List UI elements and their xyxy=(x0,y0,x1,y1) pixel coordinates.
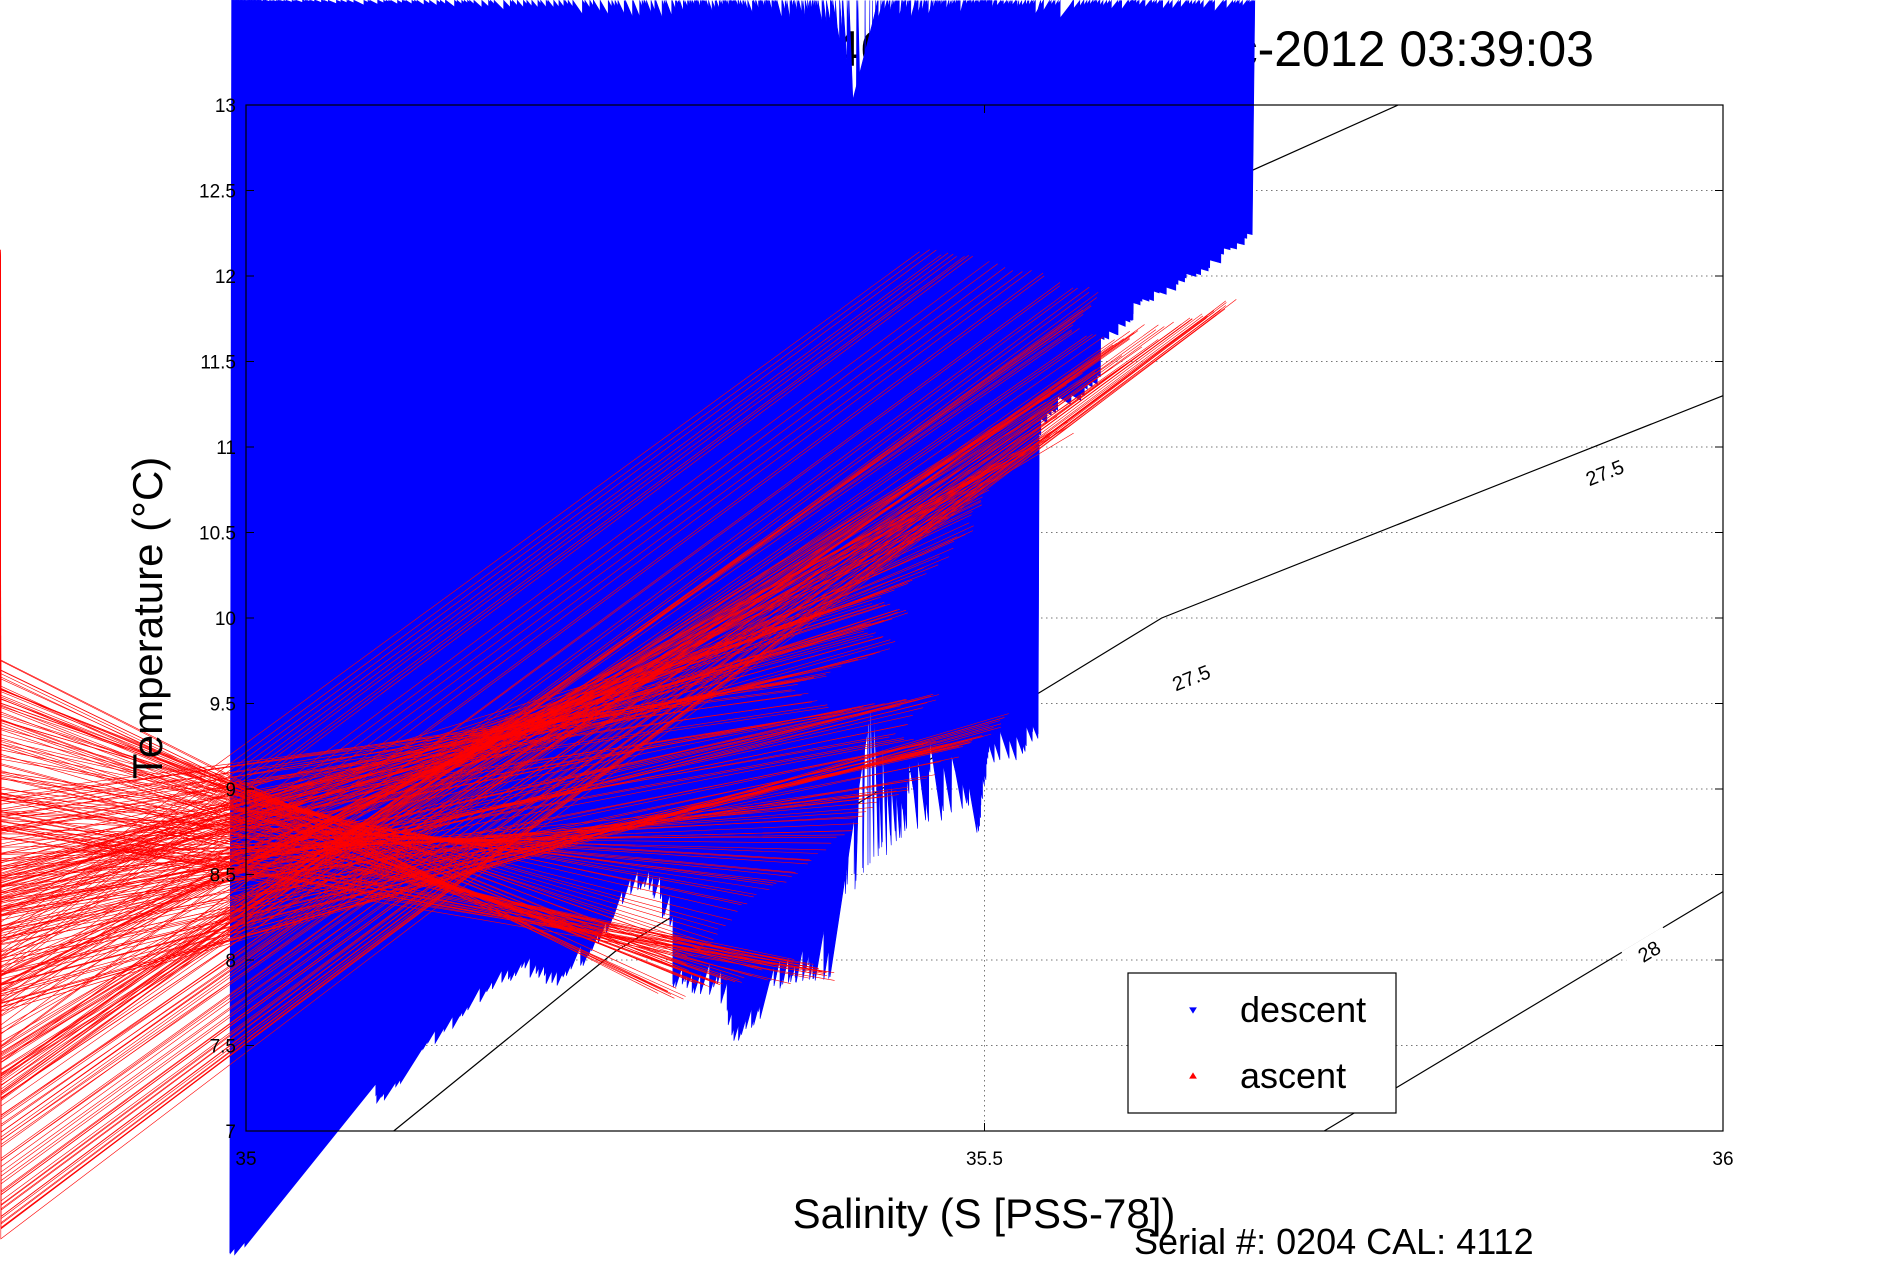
y-tick-label: 12.5 xyxy=(199,182,236,203)
data-point-ascent xyxy=(0,627,868,871)
data-point-ascent xyxy=(0,540,955,958)
data-point-ascent xyxy=(0,514,972,975)
contour-label-text: 27.5 xyxy=(1170,661,1214,696)
y-tick-label: 7.5 xyxy=(210,1037,236,1058)
legend-marker-ascent xyxy=(1189,1072,1197,1079)
data-point-ascent xyxy=(0,292,1099,1102)
data-point-ascent xyxy=(0,603,891,894)
data-point-ascent xyxy=(0,657,868,871)
y-tick-label: 9 xyxy=(225,780,236,801)
y-tick-label: 8 xyxy=(225,951,236,972)
data-point-ascent xyxy=(0,253,954,957)
data-point-ascent xyxy=(0,424,1071,1074)
data-point-ascent xyxy=(0,302,1227,1230)
data-point-ascent xyxy=(0,623,871,874)
series-ascent xyxy=(0,249,1237,1240)
contour-label: 27.5 xyxy=(1163,655,1218,696)
data-point-ascent xyxy=(0,275,1045,1048)
data-point-ascent xyxy=(0,249,937,940)
data-point-ascent xyxy=(0,299,1237,1240)
data-point-ascent xyxy=(0,308,1222,1225)
data-point-ascent xyxy=(0,255,973,977)
x-axis-label: Salinity (S [PSS-78]) xyxy=(793,1190,1176,1237)
contour-label: 28 xyxy=(1621,927,1675,973)
contour-label-text: 27.5 xyxy=(1583,456,1627,491)
data-point-ascent xyxy=(0,583,905,908)
data-point-ascent xyxy=(0,326,1179,1182)
data-point-ascent xyxy=(0,366,1113,1116)
data-point-ascent xyxy=(0,612,898,901)
y-tick-label: 11.5 xyxy=(200,353,236,374)
data-point-ascent xyxy=(0,313,1203,1206)
x-tick-label: 35.5 xyxy=(966,1149,1003,1170)
y-tick-label: 7 xyxy=(225,1122,236,1143)
x-tick-label: 36 xyxy=(1712,1149,1733,1170)
data-point-ascent xyxy=(0,252,949,952)
legend-label-descent: descent xyxy=(1240,989,1366,1030)
data-point-ascent xyxy=(0,254,970,973)
data-point-ascent xyxy=(0,589,889,892)
data-point-ascent xyxy=(0,618,893,896)
legend: descent ascent xyxy=(1127,972,1397,1114)
data-point-ascent xyxy=(0,500,981,984)
data-point-ascent xyxy=(0,311,1215,1218)
contour-label-bg xyxy=(1621,927,1675,973)
data-point-ascent xyxy=(0,489,990,993)
y-tick-label: 9.5 xyxy=(210,695,236,716)
contour-label: 27.5 xyxy=(1577,450,1631,491)
data-point-ascent xyxy=(0,263,998,1001)
y-tick-label: 12 xyxy=(215,267,236,288)
data-points xyxy=(0,0,1256,1256)
y-axis-label: Temperature (°C) xyxy=(124,457,171,780)
series-descent xyxy=(229,0,1256,1256)
data-point-ascent xyxy=(0,659,859,862)
data-point-ascent xyxy=(0,430,1058,1061)
x-tick-label: 35 xyxy=(235,1149,256,1170)
data-point-ascent xyxy=(0,261,990,993)
data-point-ascent xyxy=(0,602,885,888)
legend-box xyxy=(1127,972,1397,1114)
y-tick-label: 11 xyxy=(216,438,236,459)
data-point-ascent xyxy=(0,687,686,997)
contour-label-bg xyxy=(1163,655,1218,696)
y-tick-label: 8.5 xyxy=(210,866,236,887)
data-point-ascent xyxy=(0,318,1193,1196)
data-point-ascent xyxy=(0,449,1027,1030)
legend-marker-descent xyxy=(1189,1007,1197,1014)
axis-ticks: 35 35.5 36 7 7.5 8 8.5 9 9.5 10 10.5 11 11.5 12 12.5 13 xyxy=(199,96,1734,1170)
data-point-ascent xyxy=(0,624,867,870)
serial-cal-text: Serial #: 0204 CAL: 4112 xyxy=(1134,1221,1534,1262)
data-point-ascent xyxy=(0,249,930,933)
data-point-ascent xyxy=(0,609,900,903)
y-tick-label: 13 xyxy=(215,96,236,117)
data-point-ascent xyxy=(0,267,1006,1009)
legend-label-ascent: ascent xyxy=(1240,1055,1346,1096)
data-point-ascent xyxy=(0,310,1215,1218)
y-tick-label: 10.5 xyxy=(199,524,236,545)
contour-label-bg xyxy=(1577,450,1631,491)
y-tick-label: 10 xyxy=(215,609,236,630)
